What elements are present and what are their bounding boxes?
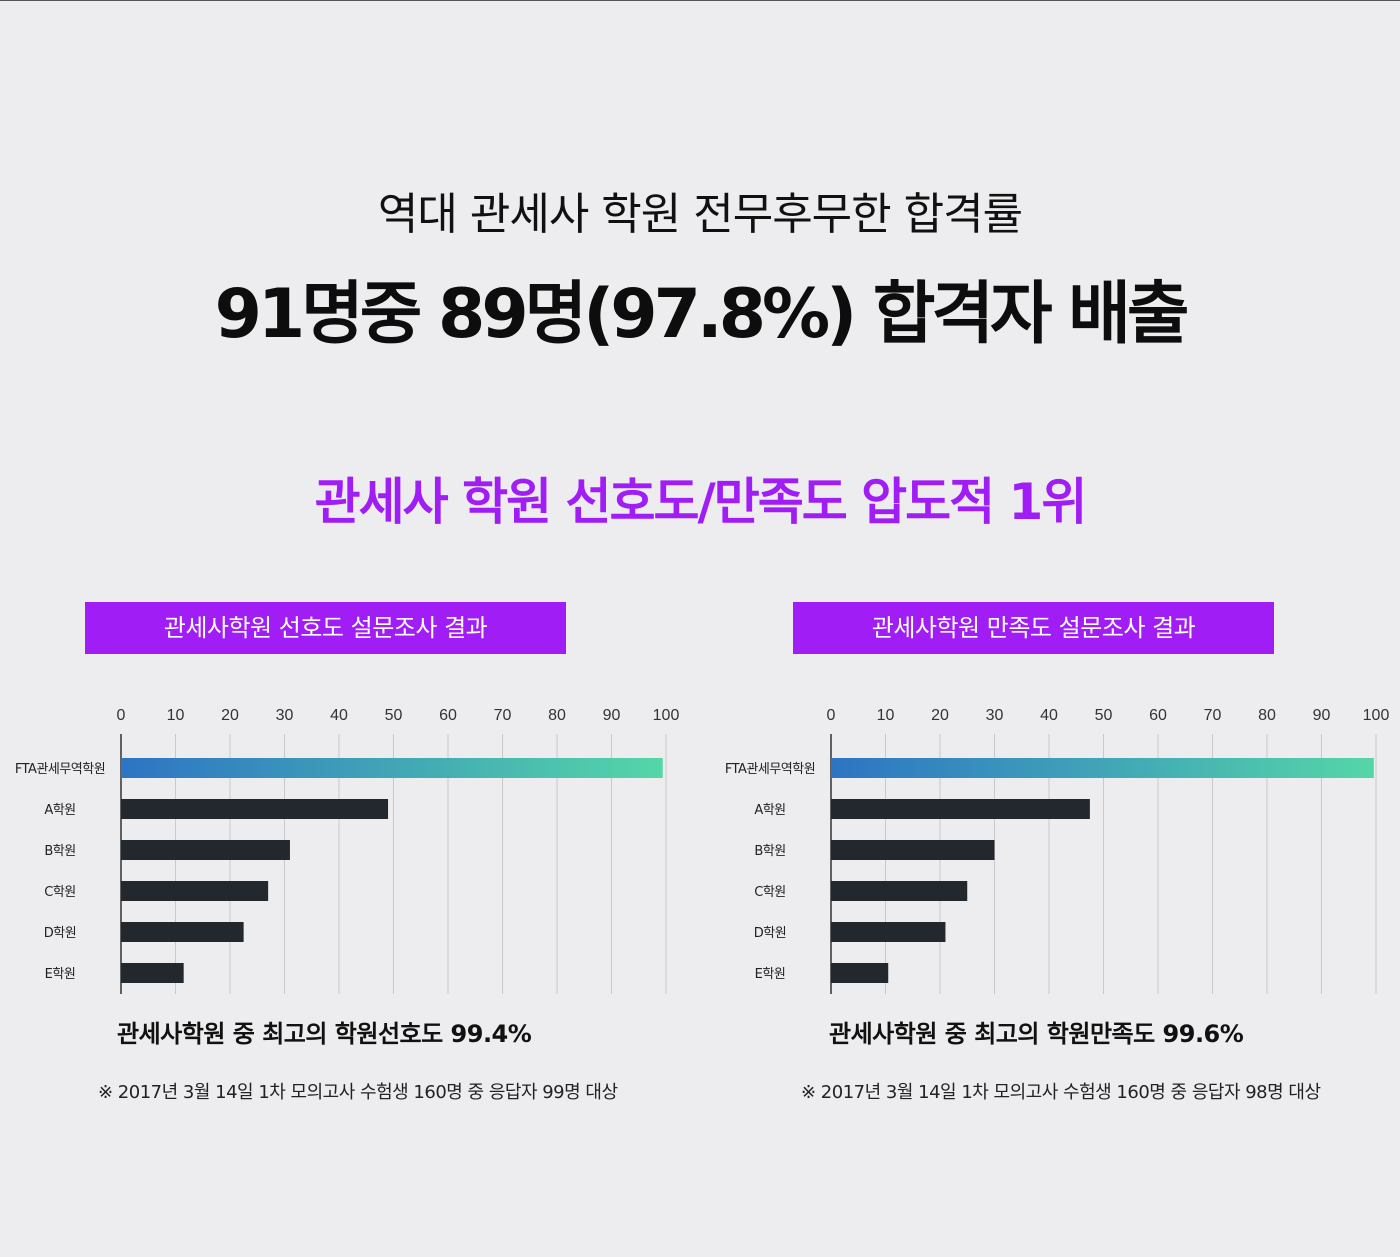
bar (831, 799, 1090, 819)
x-tick-label: 20 (221, 707, 239, 724)
category-label: A학원 (44, 803, 75, 818)
preference-survey-note: ※ 2017년 3월 14일 1차 모의고사 수험생 160명 중 응답자 99… (98, 1082, 618, 1103)
category-label: D학원 (754, 926, 786, 941)
x-tick-label: 70 (494, 707, 512, 724)
satisfaction-bar-chart: 0 10 20 30 40 50 60 70 80 90 100 FTA관세무역학원 A학원 B학원 C학원… (725, 707, 1390, 994)
x-tick-label: 30 (276, 707, 294, 724)
category-label: FTA관세무역학원 (15, 762, 105, 777)
highlight-bar (831, 758, 1374, 778)
x-tick-label: 10 (167, 707, 185, 724)
category-label: B학원 (44, 844, 75, 859)
bar (121, 922, 244, 942)
category-label: C학원 (754, 885, 786, 900)
x-tick-label: 0 (117, 707, 126, 724)
category-label: A학원 (754, 803, 785, 818)
preference-bar-chart: 0 10 20 30 40 50 60 70 80 90 100 FTA관세무역학원 A학원 B학원 C학원… (15, 707, 680, 994)
x-tick-label: 50 (385, 707, 403, 724)
bar (831, 881, 968, 901)
bar (831, 840, 995, 860)
x-tick-label: 40 (1040, 707, 1058, 724)
category-label: E학원 (755, 967, 786, 982)
bar (121, 963, 184, 983)
x-tick-label: 100 (653, 707, 680, 724)
x-tick-label: 20 (931, 707, 949, 724)
top-border-line (0, 0, 1400, 1)
satisfaction-survey-banner: 관세사학원 만족도 설문조사 결과 (793, 602, 1274, 654)
x-tick-label: 40 (330, 707, 348, 724)
satisfaction-summary: 관세사학원 중 최고의 학원만족도 99.6% (829, 1020, 1244, 1048)
x-tick-label: 60 (1149, 707, 1167, 724)
x-tick-label: 90 (1313, 707, 1331, 724)
category-label: B학원 (754, 844, 785, 859)
x-tick-label: 60 (439, 707, 457, 724)
x-tick-label: 90 (603, 707, 621, 724)
x-tick-label: 80 (548, 707, 566, 724)
category-label: FTA관세무역학원 (725, 762, 815, 777)
satisfaction-survey-panel: 관세사학원 만족도 설문조사 결과 0 10 20 30 40 50 60 70 80 90 100… (710, 602, 1400, 1162)
preference-survey-panel: 관세사학원 선호도 설문조사 결과 0 10 20 30 40 50 60 70 80 90 100… (0, 602, 700, 1162)
bar (121, 840, 290, 860)
page-headline: 91명중 89명(97.8%) 합격자 배출 (214, 275, 1190, 354)
x-tick-label: 70 (1204, 707, 1222, 724)
x-tick-label: 100 (1363, 707, 1390, 724)
category-label: C학원 (44, 885, 76, 900)
bar (831, 922, 946, 942)
category-label: D학원 (44, 926, 76, 941)
ranking-title: 관세사 학원 선호도/만족도 압도적 1위 (314, 473, 1088, 531)
page-subtitle: 역대 관세사 학원 전무후무한 합격률 (377, 189, 1023, 240)
x-tick-label: 30 (986, 707, 1004, 724)
bar (121, 881, 269, 901)
highlight-bar (121, 758, 663, 778)
x-tick-label: 80 (1258, 707, 1276, 724)
preference-summary: 관세사학원 중 최고의 학원선호도 99.4% (117, 1020, 532, 1048)
bar (121, 799, 389, 819)
bar (831, 963, 889, 983)
x-tick-label: 0 (827, 707, 836, 724)
preference-survey-banner: 관세사학원 선호도 설문조사 결과 (85, 602, 566, 654)
category-label: E학원 (45, 967, 76, 982)
satisfaction-survey-note: ※ 2017년 3월 14일 1차 모의고사 수험생 160명 중 응답자 98… (801, 1082, 1321, 1103)
x-tick-label: 50 (1095, 707, 1113, 724)
x-tick-label: 10 (877, 707, 895, 724)
